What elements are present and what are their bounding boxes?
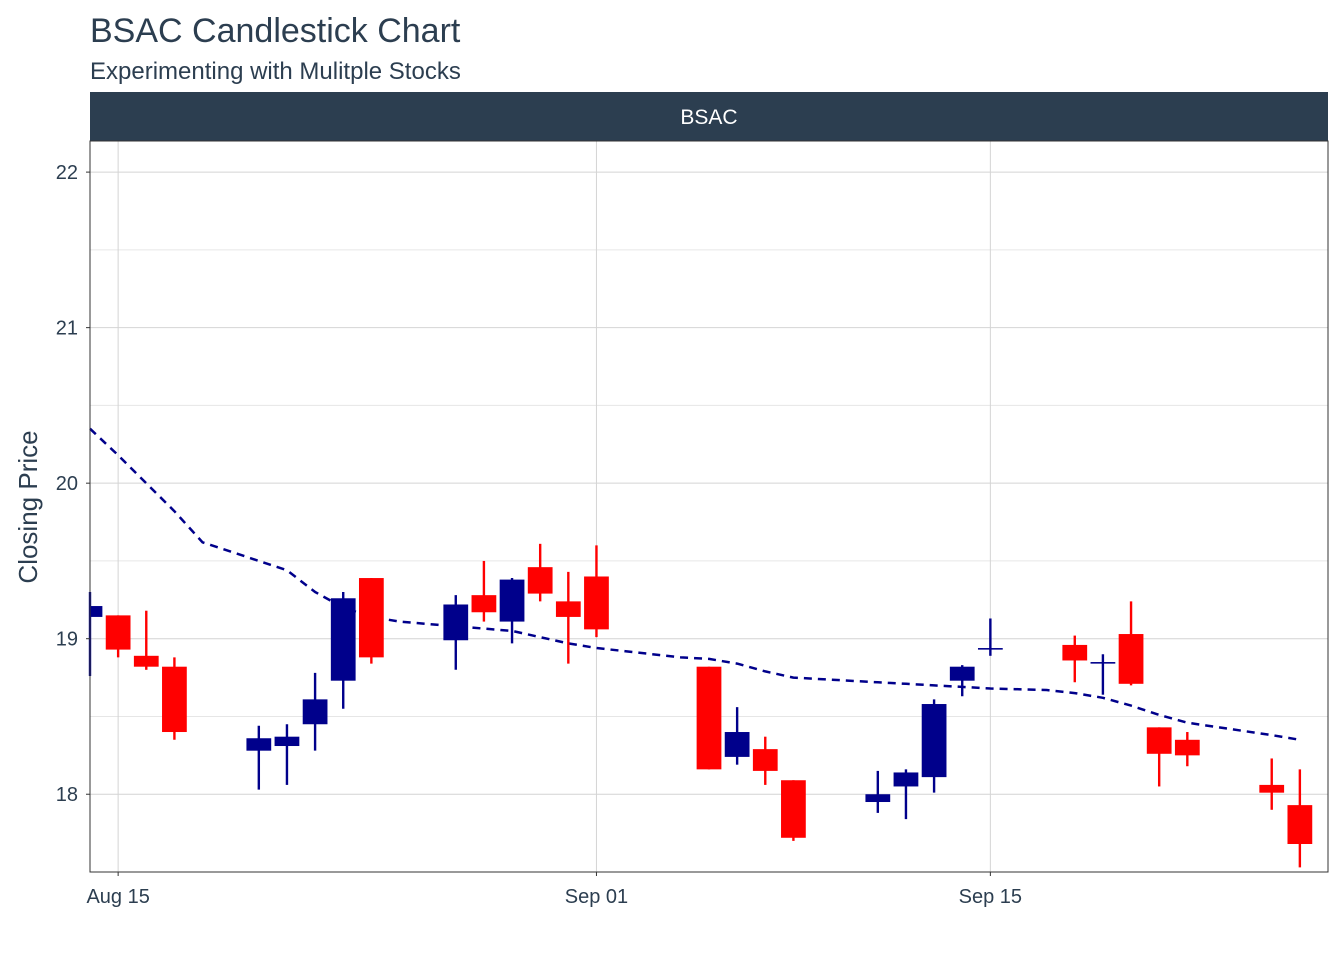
axis-layer: 18 19 20 21 22 Aug 15 Sep 01 Sep 15 [56, 162, 1022, 908]
candle-down [358, 578, 384, 664]
candle-body [1118, 634, 1144, 684]
candle-up [977, 618, 1003, 656]
y-tick-label: 20 [56, 473, 78, 495]
candle-body [1174, 739, 1200, 756]
moving-average-line [89, 427, 1301, 742]
candle-up [302, 672, 328, 751]
candle-body [893, 772, 919, 787]
candle-down [696, 666, 722, 770]
grid-layer [90, 141, 1328, 872]
candle-down [555, 571, 581, 664]
candle-down [162, 657, 187, 740]
chart-subtitle: Experimenting with Mulitple Stocks [90, 58, 461, 85]
candle-up [893, 769, 919, 820]
facet-label: BSAC [680, 106, 737, 129]
candle-body [696, 666, 722, 770]
candle-down [471, 560, 497, 622]
candle-up [443, 595, 469, 670]
candle-body [1259, 784, 1285, 793]
candle-down [1062, 635, 1088, 683]
y-tick-label: 18 [56, 784, 78, 806]
candle-body [471, 595, 497, 613]
candle-up [949, 665, 975, 697]
candle-down [105, 615, 131, 658]
candle-body [499, 579, 525, 622]
facet-strip [90, 92, 1328, 141]
candle-down [1146, 727, 1172, 787]
candle-body [1146, 727, 1172, 754]
x-tick-label: Sep 15 [959, 886, 1022, 908]
candle-up [865, 770, 891, 813]
candle-down [752, 736, 778, 785]
moving-average-layer [89, 427, 1301, 742]
candle-body [302, 699, 328, 725]
x-tick-label: Aug 15 [86, 886, 149, 908]
candle-down [1287, 769, 1313, 868]
y-axis-title: Closing Price [13, 430, 43, 583]
candle-up [330, 592, 356, 709]
candle-body [865, 794, 891, 803]
candle-body [555, 601, 581, 617]
candle-down [1118, 601, 1144, 686]
candle-body [162, 666, 187, 733]
candle-body [358, 578, 384, 658]
candle-up [88, 592, 103, 677]
y-tick-label: 21 [56, 318, 78, 340]
candle-body [330, 598, 356, 681]
candle-up [246, 725, 272, 790]
x-tick-label: Sep 01 [565, 886, 628, 908]
candle-body [921, 704, 947, 778]
panel-border [89, 140, 1329, 873]
candle-down [1259, 758, 1285, 810]
candle-up [724, 707, 750, 765]
candle-down [133, 610, 159, 670]
candle-body [584, 576, 609, 630]
candle-body [133, 655, 159, 667]
y-tick-label: 19 [56, 629, 78, 651]
candle-body [1062, 644, 1088, 661]
candle-down [584, 545, 609, 638]
candle-body [105, 615, 131, 650]
chart-title: BSAC Candlestick Chart [90, 12, 461, 50]
candle-body [752, 749, 778, 771]
candle-body [274, 736, 300, 747]
candle-down [1174, 732, 1200, 767]
candle-down [781, 780, 806, 841]
candle-body [90, 606, 103, 617]
candle-body [977, 648, 1003, 650]
candle-body [527, 567, 553, 594]
candle-body [246, 738, 272, 751]
candle-up [499, 578, 525, 644]
candle-up [1090, 654, 1116, 695]
candle-body [949, 666, 975, 681]
candle-body [443, 604, 469, 641]
candle-up [921, 699, 947, 793]
candle-down [527, 543, 553, 602]
candle-body [781, 780, 806, 838]
candle-up [274, 724, 300, 785]
y-tick-label: 22 [56, 162, 78, 184]
candle-body [1090, 662, 1116, 664]
candles-layer [88, 543, 1313, 868]
candle-body [724, 732, 750, 757]
candle-body [1287, 805, 1313, 845]
